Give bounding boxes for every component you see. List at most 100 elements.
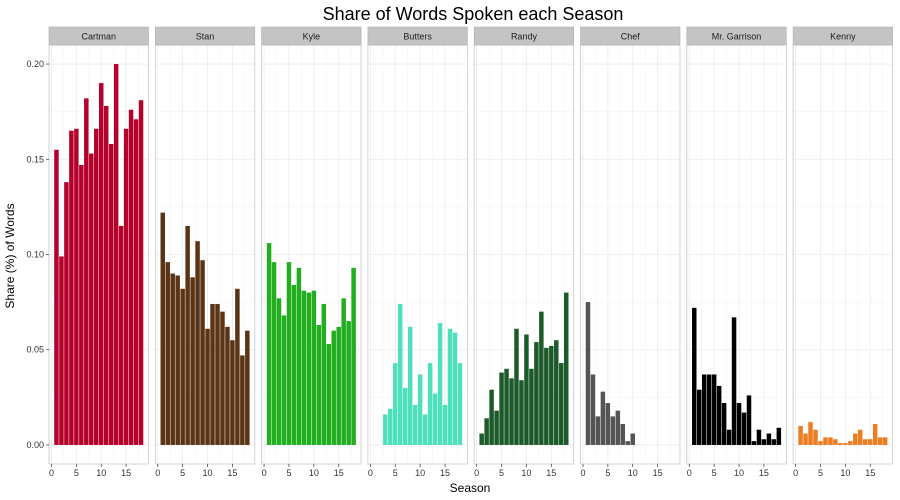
bar: [225, 326, 230, 445]
bar: [766, 433, 772, 445]
bar: [393, 363, 398, 445]
bar: [165, 262, 170, 445]
bar: [554, 340, 559, 445]
bar: [138, 100, 144, 445]
bar: [54, 149, 59, 445]
facet-panel-kyle: Kyle 0 5 10 15: [261, 26, 362, 478]
bar: [563, 292, 569, 445]
bar: [858, 429, 863, 445]
bar: [291, 284, 297, 445]
bar: [625, 441, 631, 445]
x-tick-label: 5: [180, 468, 185, 478]
bar: [534, 342, 539, 445]
bar: [286, 262, 292, 445]
bar: [341, 298, 346, 445]
bar: [479, 433, 484, 445]
facet-strip: [580, 26, 681, 46]
bar: [872, 424, 878, 445]
bar: [761, 439, 767, 445]
bar: [64, 182, 69, 445]
bar: [412, 404, 418, 445]
bar: [484, 418, 489, 445]
facet-strip-label: Butters: [403, 32, 432, 42]
x-tick-label: 10: [309, 468, 319, 478]
facet-panel-chef: Chef 0 5 10 15: [580, 26, 681, 478]
x-tick-label: 10: [415, 468, 425, 478]
bar: [605, 403, 611, 445]
bar: [437, 323, 443, 445]
bar: [108, 144, 114, 445]
bar: [862, 439, 868, 445]
bar: [311, 290, 317, 445]
bar: [823, 437, 828, 445]
x-tick-label: 0: [474, 468, 479, 478]
bar: [180, 288, 185, 445]
bar: [620, 424, 626, 445]
bar: [89, 153, 94, 445]
bar: [514, 328, 519, 445]
facet-panel-butters: Butters 0 5 10 15: [367, 26, 468, 478]
bar: [103, 105, 109, 445]
bar: [306, 292, 312, 445]
bar: [818, 441, 823, 445]
facet-strip-label: Mr. Garrison: [712, 32, 762, 42]
bar: [559, 363, 564, 445]
facet-strip-label: Chef: [621, 32, 641, 42]
bar: [848, 441, 853, 445]
bar: [524, 334, 529, 445]
bar: [133, 119, 139, 445]
x-tick-label: 15: [440, 468, 450, 478]
bar: [746, 395, 752, 445]
bar: [79, 164, 84, 445]
bar: [529, 368, 534, 445]
bar: [281, 315, 287, 445]
bar: [59, 256, 64, 445]
bar: [539, 311, 544, 445]
bar: [190, 277, 195, 445]
bar: [489, 389, 494, 445]
facet-strip-label: Stan: [196, 32, 215, 42]
bar: [84, 98, 89, 445]
x-tick-label: 0: [368, 468, 373, 478]
bar: [245, 330, 250, 445]
facet-strip: [48, 26, 149, 46]
x-tick-label: 0: [49, 468, 54, 478]
bar: [407, 326, 413, 445]
bar: [301, 290, 307, 445]
bar: [499, 372, 504, 445]
y-tick-label: 0.05: [26, 345, 44, 355]
bar: [867, 439, 873, 445]
facet-strip-label: Cartman: [81, 32, 116, 42]
bar: [756, 429, 762, 445]
x-tick-label: 10: [628, 468, 638, 478]
bar: [457, 363, 463, 445]
bar: [721, 403, 727, 445]
y-tick-label: 0.20: [26, 59, 44, 69]
bar: [74, 128, 79, 445]
bar: [771, 439, 777, 445]
y-tick-label: 0.15: [26, 154, 44, 164]
bar: [422, 414, 428, 445]
bar: [123, 128, 129, 445]
bar: [504, 368, 509, 445]
bar: [351, 267, 356, 445]
bar: [549, 345, 554, 445]
x-tick-label: 10: [840, 468, 850, 478]
bar: [402, 387, 408, 445]
facet-strip: [367, 26, 468, 46]
bar: [706, 374, 712, 445]
bar: [175, 275, 180, 445]
facet-strip: [155, 26, 256, 46]
bar: [326, 344, 332, 445]
x-tick-label: 15: [546, 468, 556, 478]
bar: [600, 391, 606, 445]
x-tick-label: 0: [262, 468, 267, 478]
x-axis-title: Season: [450, 481, 491, 495]
bar: [716, 385, 722, 445]
bar: [321, 304, 327, 445]
x-tick-label: 5: [74, 468, 79, 478]
bar: [128, 109, 134, 445]
x-tick-label: 5: [393, 468, 398, 478]
bar: [696, 389, 702, 445]
bar: [160, 212, 166, 445]
